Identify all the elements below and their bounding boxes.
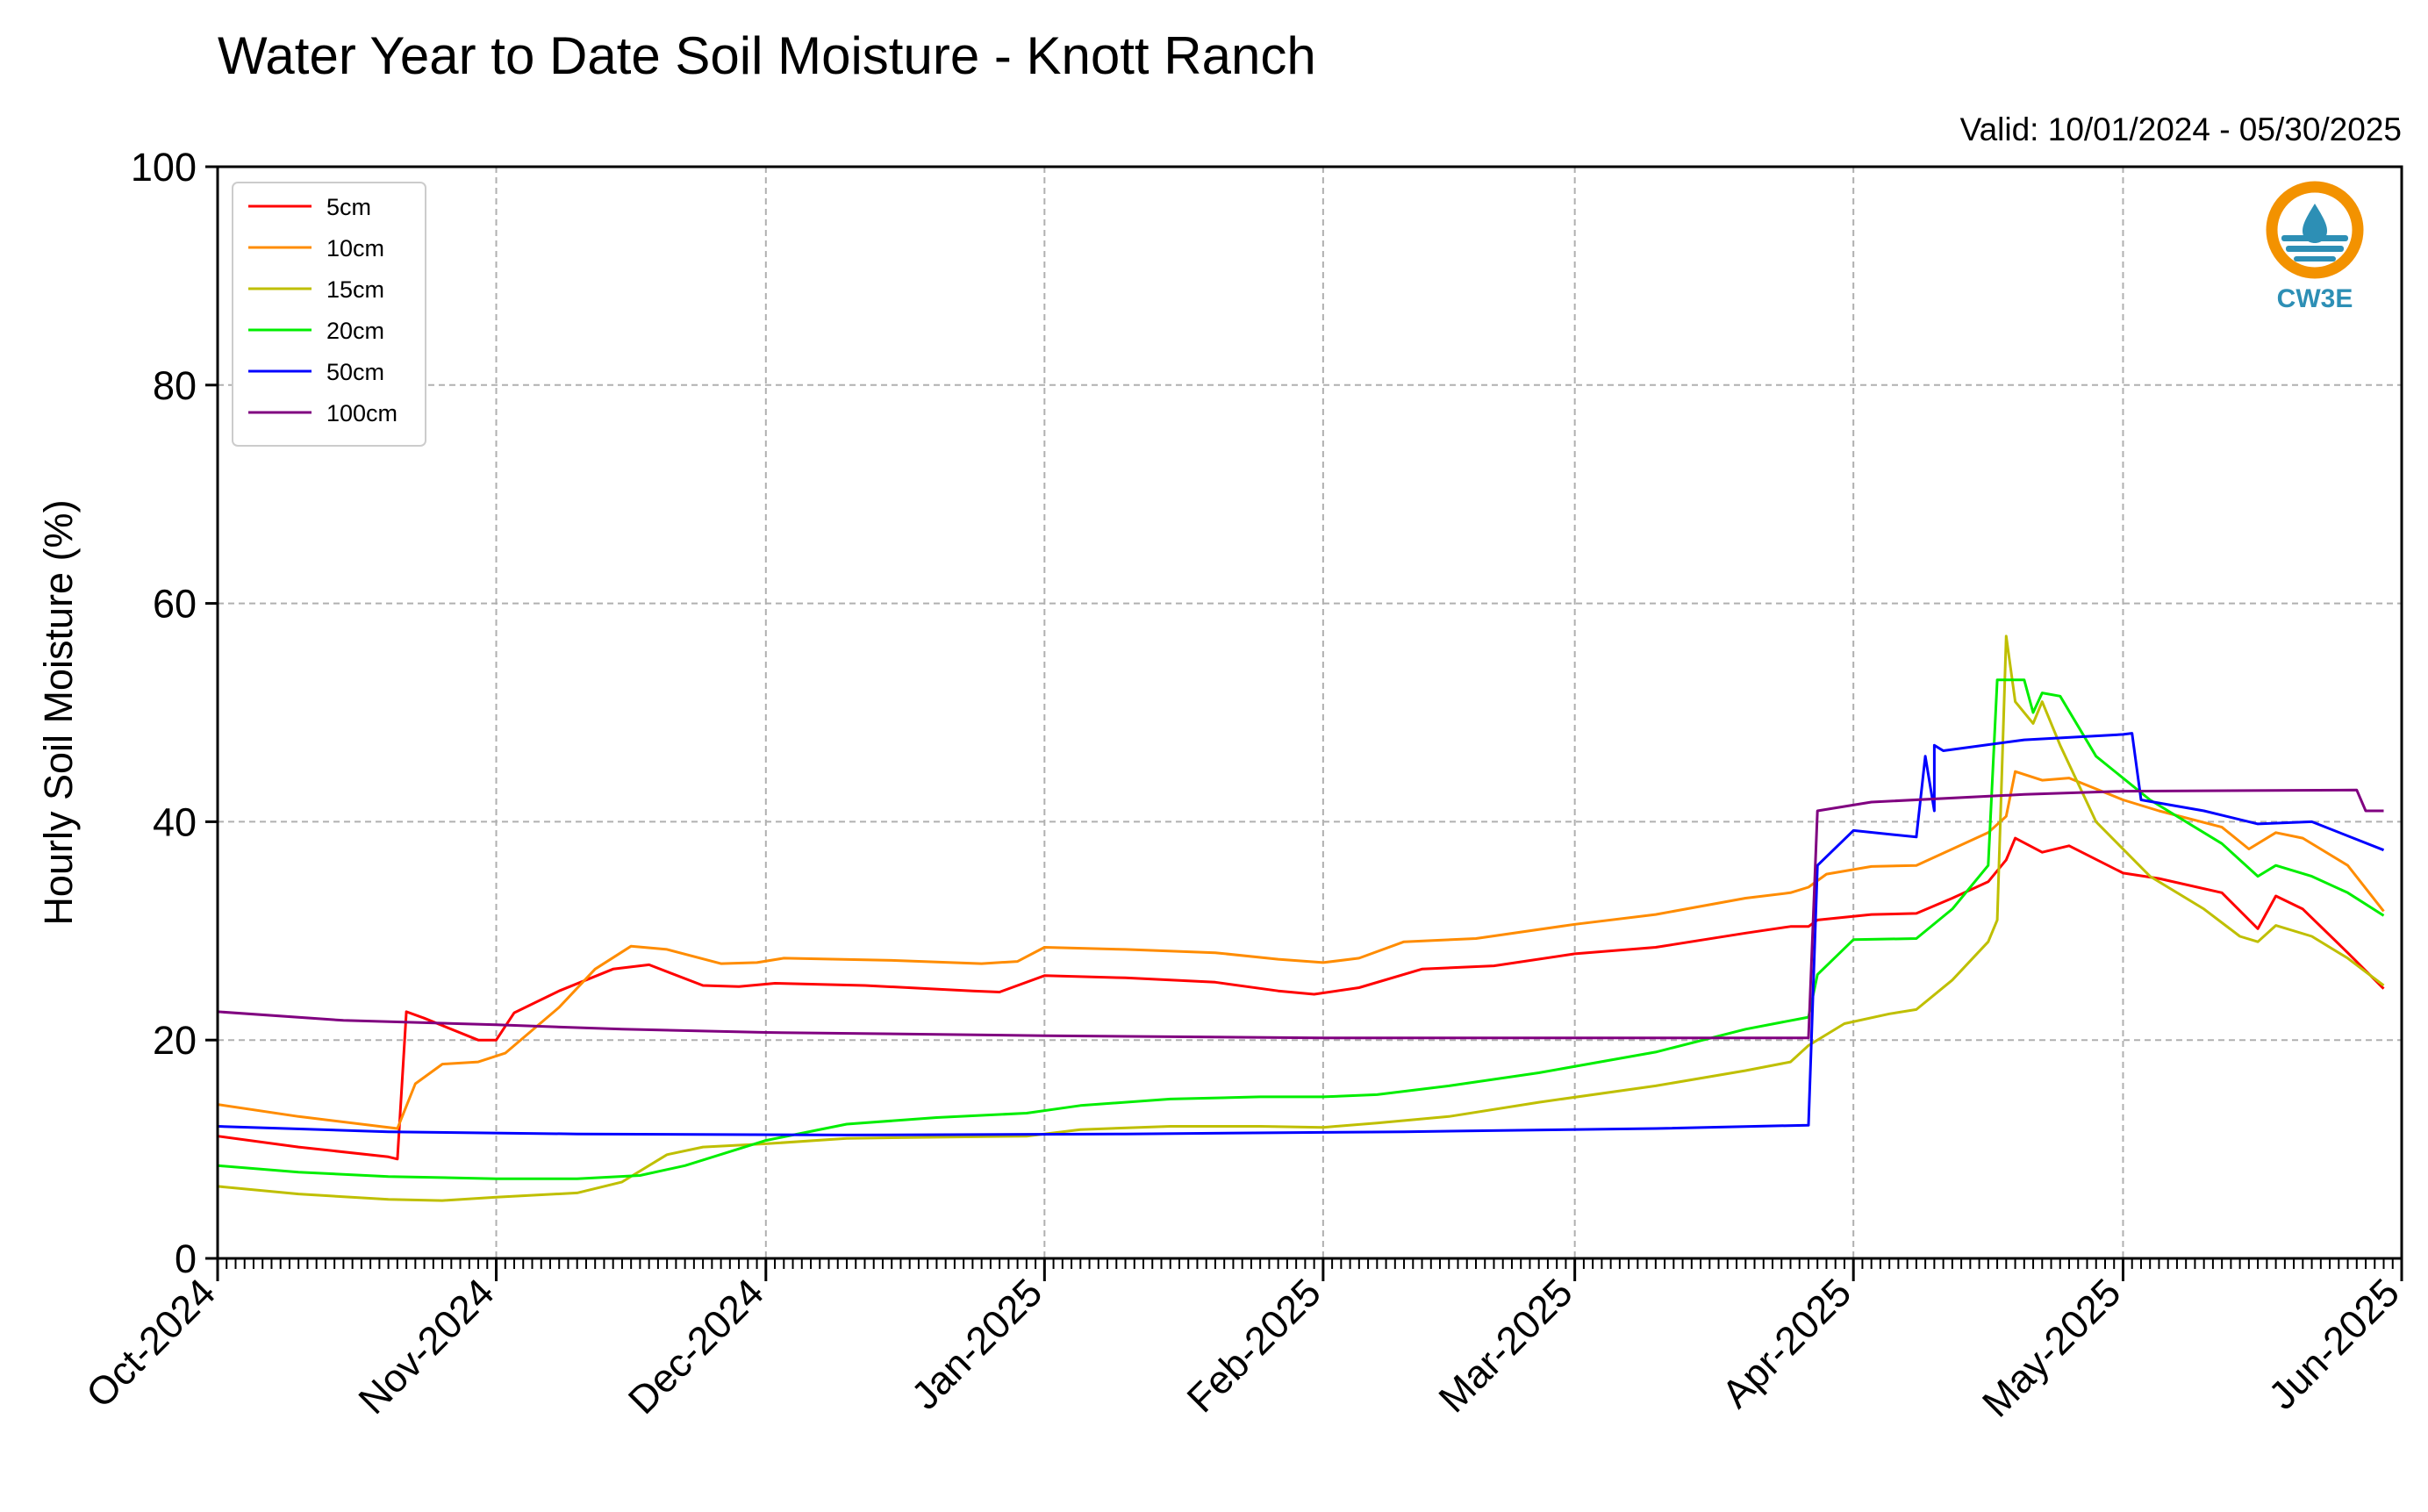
series-line-10cm bbox=[217, 770, 2385, 1130]
x-tick-label: Apr-2025 bbox=[1713, 1270, 1859, 1416]
y-tick-label: 100 bbox=[131, 145, 197, 190]
x-tick-label: Feb-2025 bbox=[1178, 1270, 1329, 1421]
series-line-15cm bbox=[217, 634, 2385, 1202]
series-line-20cm bbox=[217, 678, 2385, 1180]
chart-title: Water Year to Date Soil Moisture - Knott… bbox=[218, 26, 1316, 85]
legend-label: 5cm bbox=[326, 194, 371, 220]
x-tick-label: Jun-2025 bbox=[2260, 1270, 2408, 1418]
logo-wave-2-icon bbox=[2286, 246, 2344, 252]
series-line-50cm bbox=[217, 732, 2385, 1136]
x-tick-label: Oct-2024 bbox=[77, 1270, 224, 1416]
legend-label: 20cm bbox=[326, 318, 384, 344]
y-tick-label: 80 bbox=[153, 363, 197, 408]
cw3e-logo: CW3E bbox=[2266, 181, 2364, 313]
legend: 5cm 10cm 15cm 20cm 50cm 100cm bbox=[232, 182, 426, 447]
logo-text: CW3E bbox=[2277, 284, 2353, 313]
y-tick-label: 0 bbox=[175, 1236, 197, 1281]
legend-label: 15cm bbox=[326, 276, 384, 303]
legend-label: 100cm bbox=[326, 400, 398, 426]
series-lines bbox=[217, 634, 2385, 1202]
x-tick-label: Nov-2024 bbox=[350, 1270, 503, 1422]
logo-wave-3-icon bbox=[2294, 256, 2336, 262]
x-tick-label: Dec-2024 bbox=[620, 1270, 772, 1422]
y-axis-label: Hourly Soil Moisture (%) bbox=[36, 499, 81, 925]
y-tick-label: 60 bbox=[153, 582, 197, 627]
legend-label: 50cm bbox=[326, 359, 384, 385]
series-line-5cm bbox=[217, 836, 2385, 1161]
y-tick-label: 40 bbox=[153, 799, 197, 844]
x-tick-label: Jan-2025 bbox=[903, 1270, 1051, 1418]
logo-ring-icon bbox=[2266, 181, 2364, 279]
grid-lines bbox=[218, 167, 2402, 1258]
x-tick-label: May-2025 bbox=[1973, 1270, 2130, 1426]
x-minor-ticks bbox=[217, 1258, 2403, 1269]
series-line-100cm bbox=[217, 788, 2384, 1040]
legend-label: 10cm bbox=[326, 235, 384, 262]
y-tick-label: 20 bbox=[153, 1018, 197, 1063]
plot-frame bbox=[216, 165, 2403, 1260]
x-tick-label: Mar-2025 bbox=[1429, 1270, 1580, 1421]
y-axis-ticks: 0 20 40 60 80 100 bbox=[131, 145, 218, 1281]
logo-drop-icon bbox=[2303, 204, 2327, 243]
x-axis-ticks: Oct-2024 Nov-2024 Dec-2024 Jan-2025 Feb-2025… bbox=[77, 1258, 2408, 1426]
chart-subtitle: Valid: 10/01/2024 - 05/30/2025 bbox=[1960, 111, 2402, 147]
